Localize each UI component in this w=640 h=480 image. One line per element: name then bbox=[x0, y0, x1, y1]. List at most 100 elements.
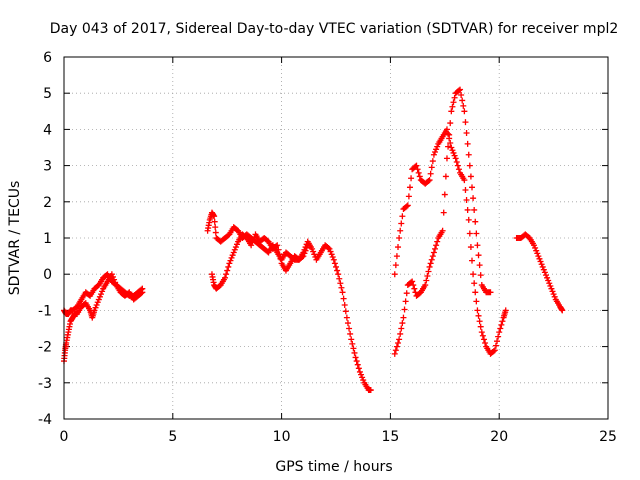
data-point bbox=[450, 149, 457, 156]
data-point bbox=[470, 195, 477, 202]
y-tick-label: -3 bbox=[38, 376, 52, 392]
data-point bbox=[397, 227, 404, 234]
data-point bbox=[461, 108, 468, 115]
data-point bbox=[467, 244, 474, 251]
data-point bbox=[393, 343, 400, 350]
data-point bbox=[304, 242, 311, 249]
data-point bbox=[536, 255, 543, 262]
data-point bbox=[396, 336, 403, 343]
data-point bbox=[248, 242, 255, 249]
data-point bbox=[545, 277, 552, 284]
y-tick-label: 4 bbox=[43, 122, 52, 138]
data-point bbox=[325, 244, 332, 251]
data-point bbox=[111, 276, 118, 283]
data-point bbox=[406, 184, 413, 191]
data-point bbox=[547, 282, 554, 289]
data-point bbox=[230, 249, 237, 256]
data-point bbox=[350, 345, 357, 352]
data-point bbox=[228, 254, 235, 261]
data-point bbox=[359, 374, 366, 381]
data-point bbox=[340, 295, 347, 302]
data-point bbox=[231, 246, 238, 253]
data-point bbox=[434, 143, 441, 150]
data-point bbox=[326, 245, 333, 252]
series-seg-b1 bbox=[204, 209, 374, 394]
data-point bbox=[422, 282, 429, 289]
data-point bbox=[443, 155, 450, 162]
series-seg-c1 bbox=[391, 126, 509, 357]
data-point bbox=[430, 151, 437, 158]
data-point bbox=[277, 255, 284, 262]
data-point bbox=[465, 151, 472, 158]
data-point bbox=[465, 216, 472, 223]
data-point bbox=[475, 252, 482, 259]
data-point bbox=[311, 251, 318, 258]
data-point bbox=[496, 329, 503, 336]
data-point bbox=[559, 307, 566, 314]
data-point bbox=[408, 175, 415, 182]
data-point bbox=[303, 244, 310, 251]
data-point bbox=[475, 312, 482, 319]
data-point bbox=[499, 318, 506, 325]
data-point bbox=[401, 306, 408, 313]
y-axis: -4 -3 -2 -1 0 1 2 3 4 5 6 bbox=[38, 50, 608, 428]
data-point bbox=[232, 244, 239, 251]
x-tick-label: 0 bbox=[60, 429, 69, 445]
data-point bbox=[548, 285, 555, 292]
data-point bbox=[442, 173, 449, 180]
plot-frame bbox=[63, 56, 609, 420]
data-point bbox=[497, 325, 504, 332]
x-tick-label: 25 bbox=[599, 429, 617, 445]
data-point bbox=[273, 243, 280, 250]
data-point bbox=[491, 347, 498, 354]
data-point bbox=[226, 260, 233, 267]
data-point bbox=[531, 242, 538, 249]
data-point bbox=[455, 87, 462, 94]
y-tick-label: 3 bbox=[43, 159, 52, 175]
data-point bbox=[458, 92, 465, 99]
x-tick-label: 5 bbox=[168, 429, 177, 445]
data-point bbox=[426, 263, 433, 270]
data-point bbox=[403, 290, 410, 297]
data-point bbox=[473, 230, 480, 237]
data-point bbox=[411, 285, 418, 292]
data-point bbox=[403, 203, 410, 210]
data-point bbox=[426, 177, 433, 184]
data-point bbox=[348, 336, 355, 343]
data-point bbox=[441, 191, 448, 198]
data-point bbox=[392, 262, 399, 269]
data-point bbox=[433, 242, 440, 249]
series-seg-b2 bbox=[208, 231, 311, 292]
data-point bbox=[429, 253, 436, 260]
data-point bbox=[328, 251, 335, 258]
data-point bbox=[360, 377, 367, 384]
data-point bbox=[405, 193, 412, 200]
data-point bbox=[464, 140, 471, 147]
data-point bbox=[335, 271, 342, 278]
data-point bbox=[449, 103, 456, 110]
data-point bbox=[480, 336, 487, 343]
data-point bbox=[466, 162, 473, 169]
data-point bbox=[334, 267, 341, 274]
data-point bbox=[94, 299, 101, 306]
data-point bbox=[451, 94, 458, 101]
data-point bbox=[343, 314, 350, 321]
data-point bbox=[97, 291, 104, 298]
chart-title: Day 043 of 2017, Sidereal Day-to-day VTE… bbox=[50, 21, 619, 37]
data-point bbox=[352, 354, 359, 361]
data-point bbox=[399, 213, 406, 220]
data-point bbox=[540, 266, 547, 273]
data-point bbox=[448, 144, 455, 151]
data-point bbox=[439, 227, 446, 234]
data-point bbox=[467, 173, 474, 180]
data-point bbox=[463, 196, 470, 203]
x-axis-label: GPS time / hours bbox=[275, 459, 392, 475]
x-tick-label: 20 bbox=[490, 429, 508, 445]
data-point bbox=[346, 325, 353, 332]
y-tick-label: 2 bbox=[43, 195, 52, 211]
data-point bbox=[446, 131, 453, 138]
y-tick-label: 6 bbox=[43, 50, 52, 66]
data-point bbox=[462, 119, 469, 126]
data-point bbox=[423, 277, 430, 284]
